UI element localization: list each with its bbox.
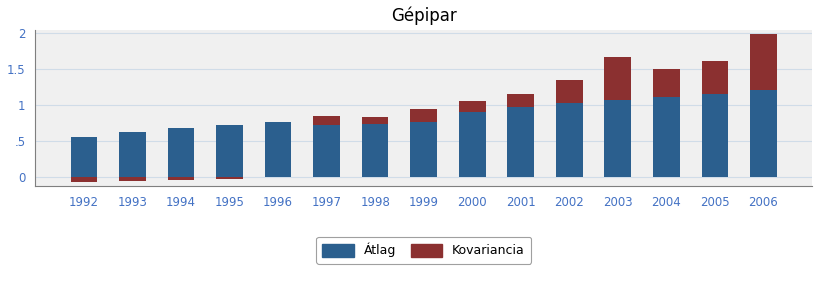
- Bar: [362, 124, 388, 177]
- Bar: [508, 95, 534, 108]
- Bar: [410, 122, 437, 177]
- Bar: [604, 100, 631, 177]
- Bar: [313, 125, 340, 177]
- Bar: [653, 97, 680, 177]
- Bar: [459, 101, 486, 112]
- Bar: [168, 128, 194, 177]
- Legend: Átlag, Kovariancia: Átlag, Kovariancia: [316, 237, 532, 264]
- Bar: [459, 112, 486, 177]
- Bar: [168, 177, 194, 180]
- Bar: [702, 61, 728, 94]
- Bar: [410, 109, 437, 122]
- Bar: [508, 108, 534, 177]
- Bar: [604, 57, 631, 100]
- Bar: [362, 117, 388, 124]
- Bar: [313, 116, 340, 125]
- Bar: [119, 132, 146, 177]
- Title: Gépipar: Gépipar: [391, 7, 456, 25]
- Bar: [702, 94, 728, 177]
- Bar: [70, 177, 97, 182]
- Bar: [750, 34, 776, 90]
- Bar: [265, 122, 292, 177]
- Bar: [750, 90, 776, 177]
- Bar: [556, 80, 582, 103]
- Bar: [216, 177, 243, 179]
- Bar: [556, 103, 582, 177]
- Bar: [216, 125, 243, 177]
- Bar: [119, 177, 146, 181]
- Bar: [70, 137, 97, 177]
- Bar: [653, 69, 680, 97]
